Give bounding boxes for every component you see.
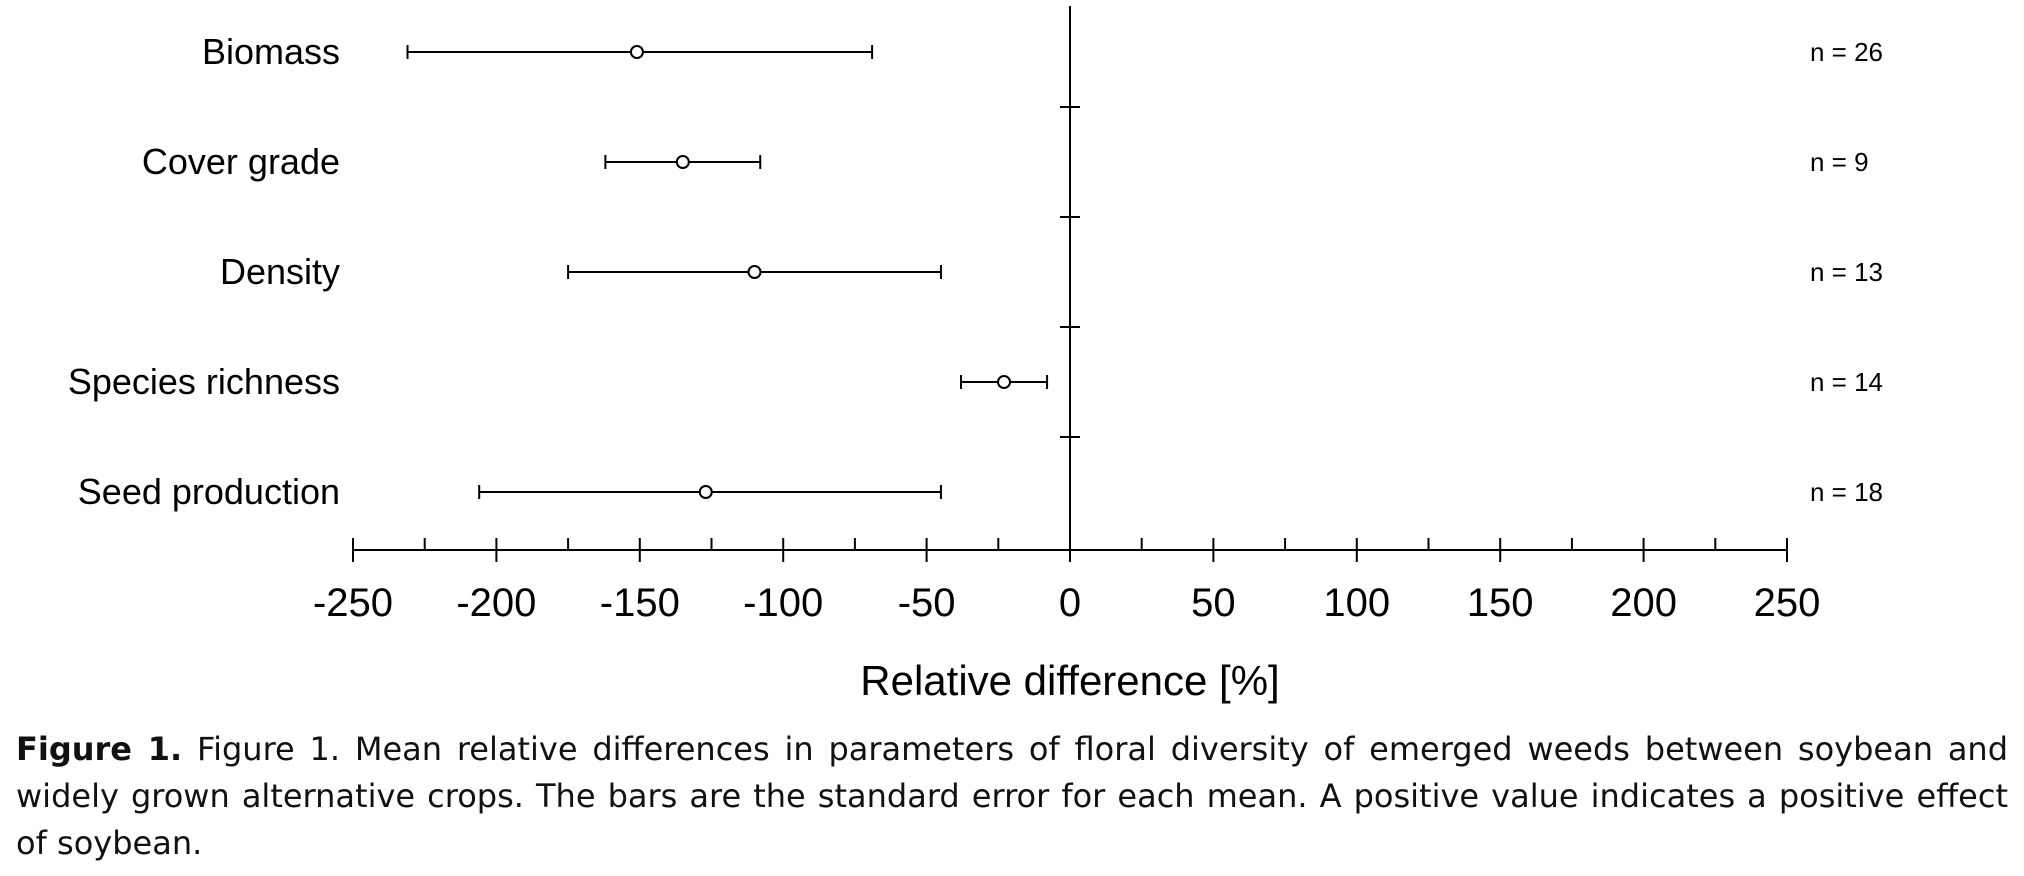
x-tick-label: 50 <box>1191 581 1236 625</box>
rows-layer: Biomass n = 26 Cover grade n = 9 Density n = … <box>68 31 1883 512</box>
row-label: Seed production <box>78 471 340 512</box>
sample-size-label: n = 14 <box>1810 367 1883 397</box>
mean-marker <box>747 265 762 279</box>
forest-plot: Biomass n = 26 Cover grade n = 9 Density n = … <box>68 6 1883 704</box>
forest-row: Density n = 13 <box>220 251 1883 292</box>
forest-row: Seed production n = 18 <box>78 471 1883 512</box>
x-tick-label: -100 <box>743 581 823 625</box>
sample-size-label: n = 13 <box>1810 257 1883 287</box>
sample-size-label: n = 9 <box>1810 147 1869 177</box>
x-tick-label: 250 <box>1754 581 1821 625</box>
row-label: Density <box>220 251 340 292</box>
mean-marker <box>629 45 644 59</box>
x-tick-label: -250 <box>313 581 393 625</box>
row-label: Cover grade <box>142 141 340 182</box>
x-tick-label: 200 <box>1610 581 1677 625</box>
x-tick-label: -150 <box>600 581 680 625</box>
mean-marker <box>698 485 713 499</box>
figure-caption: Figure 1. Figure 1. Mean relative differ… <box>16 726 2008 867</box>
row-label: Species richness <box>68 361 340 402</box>
x-axis: -250 -200 -150 -100 -50 0 50 100 150 200 250 <box>313 6 1820 625</box>
caption-text: Figure 1. Mean relative differences in p… <box>16 730 2009 862</box>
mean-marker <box>675 155 690 169</box>
row-label: Biomass <box>202 31 340 72</box>
mean-marker <box>997 375 1012 389</box>
x-tick-label: -200 <box>456 581 536 625</box>
x-tick-label: 150 <box>1467 581 1534 625</box>
forest-row: Cover grade n = 9 <box>142 141 1869 182</box>
x-tick-label: 100 <box>1323 581 1390 625</box>
forest-row: Species richness n = 14 <box>68 361 1883 402</box>
x-axis-title: Relative difference [%] <box>860 657 1279 704</box>
x-tick-label: -50 <box>898 581 956 625</box>
sample-size-label: n = 26 <box>1810 37 1883 67</box>
sample-size-label: n = 18 <box>1810 477 1883 507</box>
x-tick-label: 0 <box>1059 581 1081 625</box>
caption-prefix: Figure 1. <box>16 730 183 768</box>
forest-row: Biomass n = 26 <box>202 31 1883 72</box>
